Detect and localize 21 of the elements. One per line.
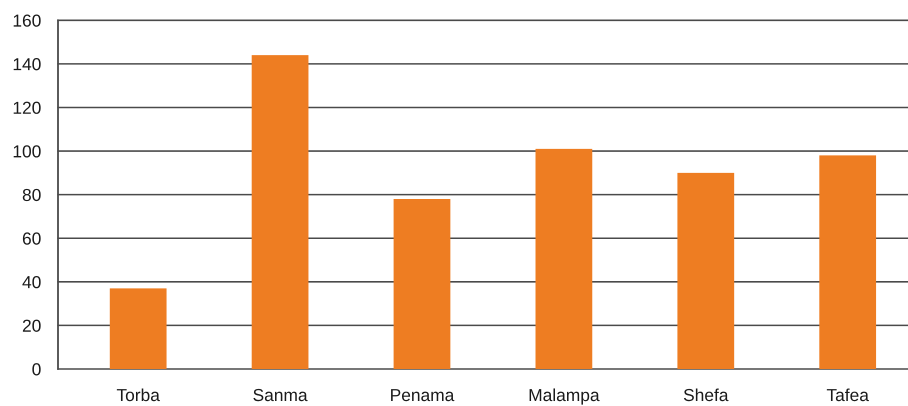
y-tick-label: 160 xyxy=(14,14,41,27)
y-tick-label: 60 xyxy=(22,232,41,245)
x-tick-label: Shefa xyxy=(684,388,728,402)
x-tick-label: Tafea xyxy=(826,388,869,402)
bar xyxy=(394,199,450,369)
y-tick-label: 40 xyxy=(22,276,41,288)
y-tick-label: 100 xyxy=(14,145,41,158)
bar xyxy=(819,155,876,369)
y-tick-label: 20 xyxy=(22,320,41,332)
bar xyxy=(677,172,734,369)
x-tick-label: Sanma xyxy=(253,388,308,402)
y-tick-label: 120 xyxy=(14,102,41,114)
bar xyxy=(110,288,167,369)
y-tick-label: 140 xyxy=(14,58,41,70)
x-tick-label: Penama xyxy=(391,389,454,402)
bar xyxy=(536,148,592,369)
bar xyxy=(252,55,308,369)
y-tick-label: 0 xyxy=(32,363,41,376)
x-tick-label: Malampa xyxy=(530,388,600,405)
x-tick-label: Torba xyxy=(116,388,160,402)
y-tick-label: 80 xyxy=(22,188,41,202)
